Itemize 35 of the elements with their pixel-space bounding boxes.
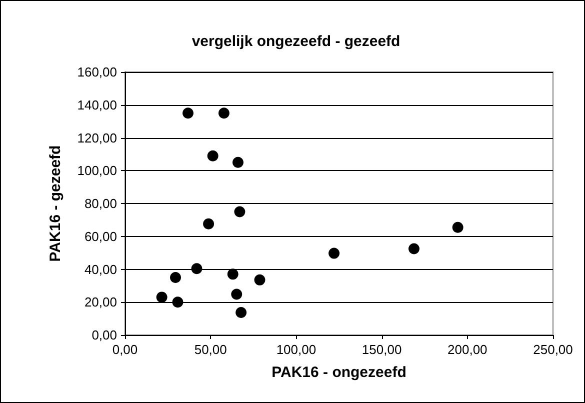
x-tick-label: 100,00 [276,342,316,357]
point [207,150,218,162]
y-tick-label: 140,00 [77,97,117,112]
point [227,268,238,280]
y-tick-label: 100,00 [77,163,117,178]
point [254,274,266,286]
point [231,288,242,300]
point [328,248,340,259]
x-tick-label: 0,00 [112,342,138,357]
y-tick-label: 160,00 [77,64,117,80]
point [156,292,168,303]
y-axis-title: PAK16 - gezeefd [47,145,64,262]
point [218,108,230,119]
x-axis-title: PAK16 - ongezeefd [272,364,406,381]
point [452,222,464,233]
x-tick-label: 150,00 [362,342,402,357]
point [191,263,202,274]
point [236,306,247,318]
y-tick-label: 40,00 [84,262,117,277]
y-tick-label: 0,00 [92,328,117,342]
x-tick-label: 200,00 [448,342,488,357]
y-tick-label: 20,00 [84,294,117,310]
point [182,108,194,119]
point [408,243,420,254]
y-tick-label: 80,00 [84,196,117,211]
point [170,272,182,283]
chart-title: vergelijk ongezeefd - gezeefd [192,33,400,50]
x-tick-label: 50,00 [194,342,227,357]
point [232,156,244,168]
y-tick-label: 60,00 [84,228,117,244]
point [203,218,214,230]
y-tick-label: 120,00 [77,130,117,146]
x-tick-label: 250,00 [533,342,573,357]
point [172,296,184,308]
point [234,206,246,218]
